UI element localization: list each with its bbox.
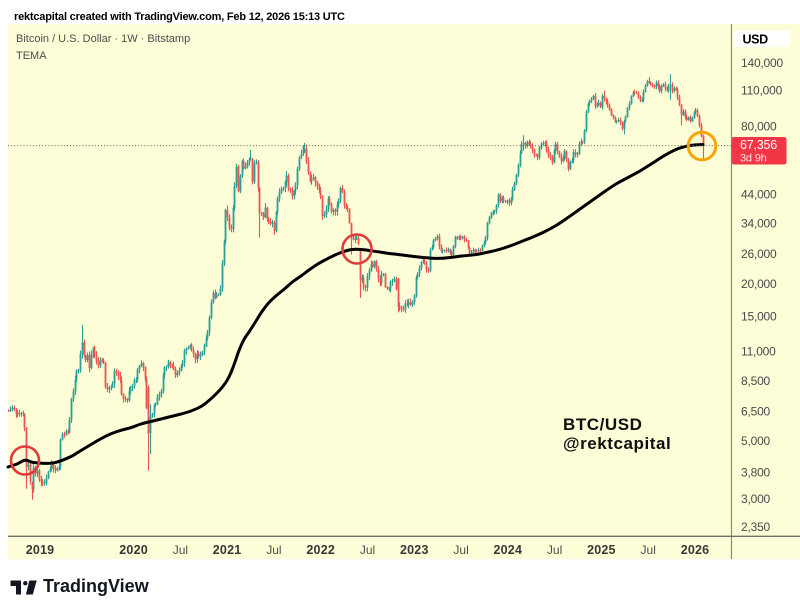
svg-text:44,000: 44,000 (741, 187, 777, 201)
svg-text:Jul: Jul (453, 543, 468, 557)
svg-text:2019: 2019 (26, 543, 55, 557)
svg-text:3,800: 3,800 (741, 465, 771, 479)
svg-text:11,000: 11,000 (741, 345, 776, 359)
svg-text:2025: 2025 (587, 543, 616, 557)
svg-text:Jul: Jul (360, 543, 375, 557)
svg-text:26,000: 26,000 (741, 247, 777, 261)
svg-text:140,000: 140,000 (741, 56, 784, 70)
svg-text:67,356: 67,356 (740, 138, 777, 152)
svg-text:2020: 2020 (119, 543, 148, 557)
svg-text:@rektcapital: @rektcapital (563, 434, 671, 453)
svg-text:2026: 2026 (681, 543, 710, 557)
svg-text:Jul: Jul (641, 543, 656, 557)
svg-text:8,500: 8,500 (741, 374, 771, 388)
svg-text:2021: 2021 (213, 543, 242, 557)
svg-text:2,350: 2,350 (741, 520, 771, 534)
svg-text:Jul: Jul (173, 543, 188, 557)
svg-text:34,000: 34,000 (741, 217, 777, 231)
svg-text:110,000: 110,000 (741, 83, 783, 97)
svg-text:BTC/USD: BTC/USD (563, 415, 642, 434)
svg-text:USD: USD (743, 32, 769, 46)
svg-text:Bitcoin / U.S. Dollar · 1W · B: Bitcoin / U.S. Dollar · 1W · Bitstamp (16, 33, 190, 45)
svg-text:3d 9h: 3d 9h (740, 153, 767, 165)
svg-text:2022: 2022 (306, 543, 335, 557)
svg-text:Jul: Jul (266, 543, 281, 557)
svg-text:15,000: 15,000 (741, 310, 777, 324)
svg-text:5,000: 5,000 (741, 434, 771, 448)
svg-text:20,000: 20,000 (741, 277, 777, 291)
svg-text:rektcapital created with Tradi: rektcapital created with TradingView.com… (14, 11, 345, 23)
svg-text:Jul: Jul (547, 543, 562, 557)
svg-text:TEMA: TEMA (16, 50, 47, 62)
svg-text:TradingView: TradingView (43, 576, 150, 596)
svg-text:2024: 2024 (493, 543, 522, 557)
svg-text:3,000: 3,000 (741, 492, 771, 506)
svg-text:80,000: 80,000 (741, 119, 777, 133)
svg-text:6,500: 6,500 (741, 404, 771, 418)
svg-text:2023: 2023 (400, 543, 429, 557)
